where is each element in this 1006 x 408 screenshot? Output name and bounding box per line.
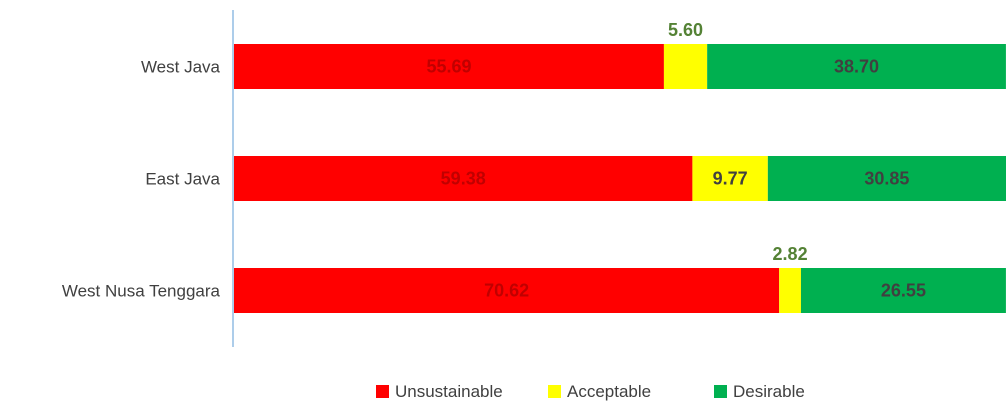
value-label-desirable-west-nusa-tenggara: 26.55: [881, 281, 926, 301]
value-label-acceptable-west-java: 5.60: [668, 20, 703, 40]
legend-label-desirable: Desirable: [733, 382, 805, 401]
legend-label-unsustainable: Unsustainable: [395, 382, 503, 401]
bar-unsustainable-west-java: [234, 44, 664, 89]
bar-desirable-east-java: [767, 156, 1006, 201]
value-label-unsustainable-west-java: 55.69: [426, 57, 471, 77]
bar-desirable-west-nusa-tenggara: [800, 268, 1006, 313]
value-label-acceptable-east-java: 9.77: [713, 169, 748, 189]
category-labels-layer: West Java East Java West Nusa Tenggara: [62, 58, 221, 301]
bar-unsustainable-west-nusa-tenggara: [234, 268, 780, 313]
category-label-west-java: West Java: [141, 58, 221, 77]
value-label-unsustainable-west-nusa-tenggara: 70.62: [484, 281, 529, 301]
bar-acceptable-east-java: [692, 156, 768, 201]
bar-acceptable-west-java: [663, 44, 708, 89]
category-label-east-java: East Java: [145, 170, 220, 189]
bars-layer: [234, 44, 1006, 313]
bar-unsustainable-east-java: [234, 156, 693, 201]
legend-swatch-acceptable: [548, 385, 561, 398]
bar-acceptable-west-nusa-tenggara: [779, 268, 801, 313]
value-label-acceptable-west-nusa-tenggara: 2.82: [773, 244, 808, 264]
value-label-unsustainable-east-java: 59.38: [441, 169, 486, 189]
bar-desirable-west-java: [707, 44, 1006, 89]
legend-swatch-desirable: [714, 385, 727, 398]
legend-swatch-unsustainable: [376, 385, 389, 398]
value-label-desirable-west-java: 38.70: [834, 57, 879, 77]
legend: Unsustainable Acceptable Desirable: [376, 382, 805, 401]
legend-label-acceptable: Acceptable: [567, 382, 651, 401]
value-label-desirable-east-java: 30.85: [864, 169, 909, 189]
value-labels-layer: 55.69 5.60 38.70 59.38 9.77 30.85 70.62 2.82 26.…: [426, 20, 926, 301]
category-label-west-nusa-tenggara: West Nusa Tenggara: [62, 282, 221, 301]
